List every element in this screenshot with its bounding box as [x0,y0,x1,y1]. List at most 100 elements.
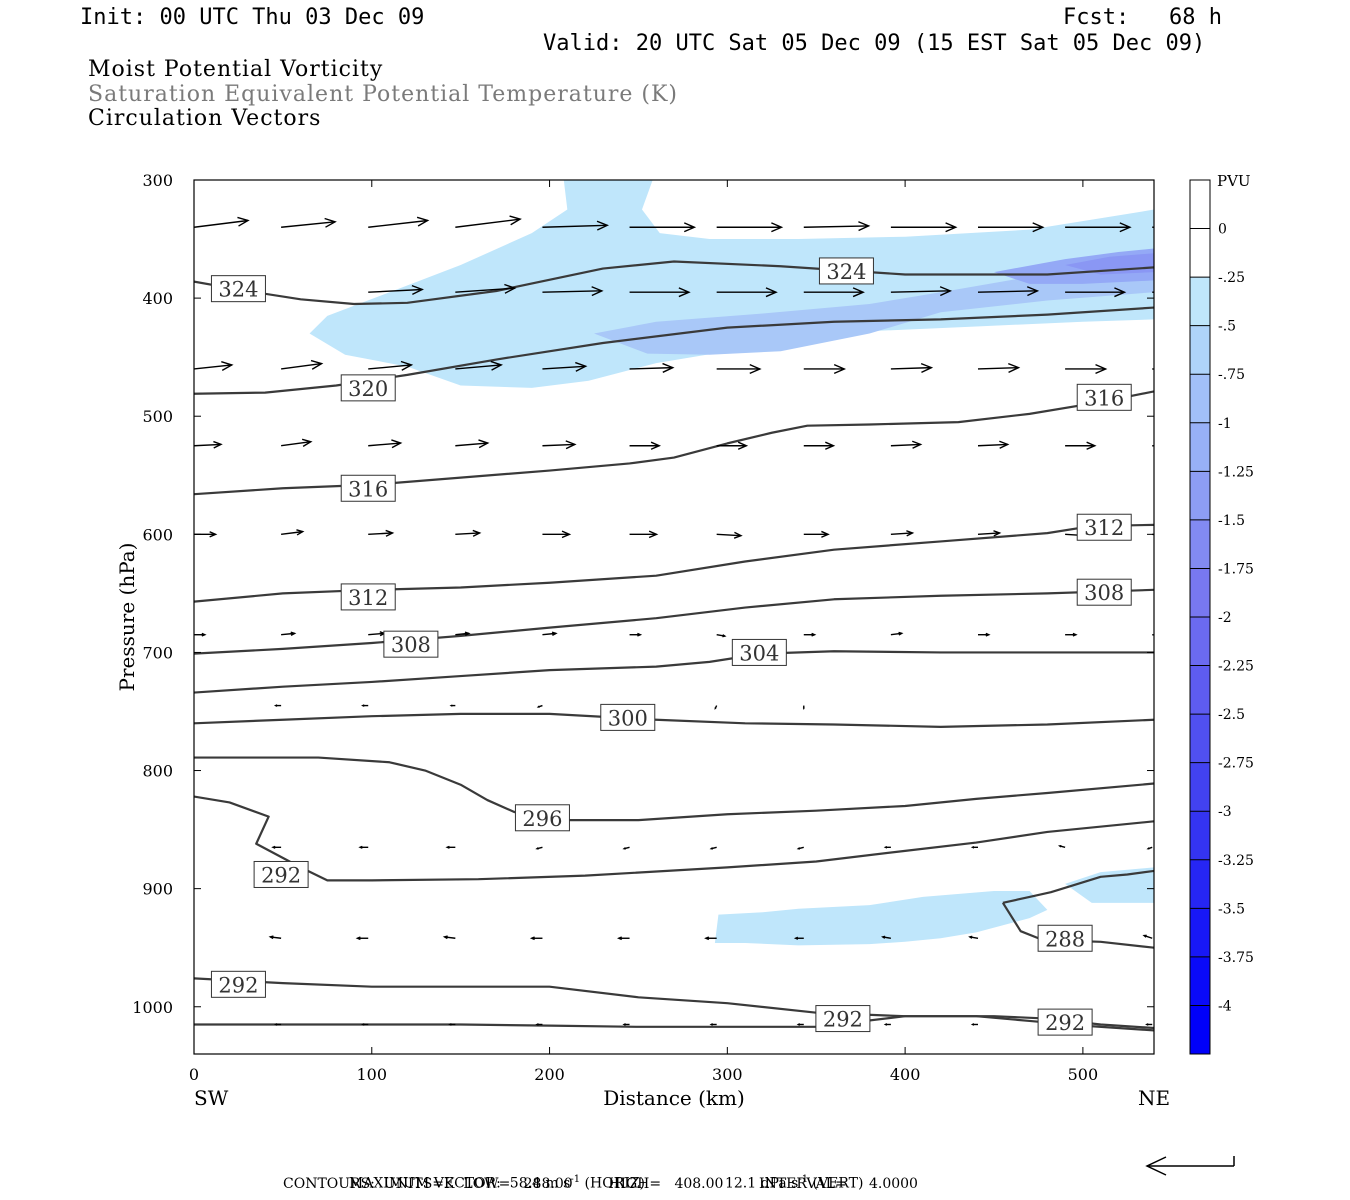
colorbar-swatch-13 [1190,811,1210,861]
vector-2-2 [368,360,414,371]
max-vector-label: MAXIMUM VECTOR: [348,1175,501,1192]
vector-head [361,704,365,707]
contour-label-box-10 [600,703,656,731]
vector-3-8 [890,440,923,449]
colorbar-swatch-14 [1190,859,1210,909]
vector-head [355,936,361,941]
vector-head [945,222,958,233]
vector-shaft [890,290,951,293]
vector-8-0 [183,937,194,940]
contour-label-3: 316 [348,477,388,501]
sw-end-label: SW [194,1086,229,1110]
vector-shaft [890,366,932,370]
contour-label-7: 308 [391,633,431,657]
vector-shaft [1152,445,1154,447]
pv-shade-0 [309,180,1154,388]
vector-4-2 [368,529,395,537]
vector-3-7 [803,441,836,450]
vector-0-9 [978,222,1045,233]
vector-1-5 [629,287,691,298]
colorbar-swatch-2 [1190,277,1210,327]
vector-7-3 [445,845,456,849]
vector-shaft [542,632,557,636]
vector-6-3 [449,704,456,707]
vector-8-1 [268,935,282,940]
vector-head [1032,222,1045,233]
colorbar-label-0: 0 [1218,222,1227,238]
vector-shaft [281,530,303,536]
vector-1-6 [716,287,778,298]
y-tick-label-1000: 1000 [132,998,173,1017]
contour-label-box-5 [340,583,396,611]
vector-head [290,631,297,636]
y-tick-label-800: 800 [142,762,173,781]
colorbar-label-2: -.5 [1218,319,1236,335]
vector-head [1160,634,1163,637]
theta-es-contours [194,260,1154,1032]
x-axis-label: Distance (km) [603,1086,745,1110]
contour-320-1 [194,306,1154,395]
x-tick-label-0: 0 [189,1065,199,1084]
vector-head [296,529,305,536]
colorbar-swatch-11 [1190,714,1210,764]
vector-head [561,530,572,539]
contour-312-3 [194,523,1154,603]
contour-label-11: 296 [522,807,562,831]
colorbar-label-8: -2 [1218,610,1232,626]
pv-shade-1 [594,262,1154,355]
vector-head [1142,934,1147,938]
valid-time: Valid: 20 UTC Sat 05 Dec 09 (15 EST Sat … [543,31,1206,56]
contour-label-box-13 [1037,924,1093,952]
contour-label-box-16 [1037,1008,1093,1036]
vector-shaft [542,443,575,447]
ne-end-label: NE [1138,1086,1170,1110]
vector-head [310,359,324,370]
vector-head [385,529,395,537]
vector-head [898,631,904,636]
vector-head [221,360,234,371]
vector-0-1 [281,217,337,228]
vector-head [536,705,540,708]
vector-head [637,632,643,637]
contour-label-1: 324 [826,260,866,284]
vector-head [411,284,424,295]
vector-head [1095,363,1108,374]
vector-5-1 [281,631,297,636]
vector-5-9 [978,632,991,637]
vector-head [825,441,836,450]
vector-9-4 [535,1023,543,1026]
x-tick-label-400: 400 [890,1065,921,1084]
vector-head [478,439,490,449]
contour-label-box-8 [1076,578,1132,606]
contour-label-box-11 [514,804,570,832]
colorbar-swatch-15 [1190,908,1210,958]
vector-7-10 [1058,844,1066,848]
vector-1-10 [1065,287,1127,298]
colorbar-label-10: -2.5 [1218,707,1245,723]
vector-head [811,632,817,637]
vector-head [883,846,888,849]
vert-tag: (VERT) [812,1175,864,1192]
vector-7-4 [535,846,543,850]
max-vector-vert: 12.1 dPa s [724,1175,799,1192]
vector-head [271,845,276,849]
vector-2-5 [629,362,675,373]
colorbar-label-7: -1.75 [1218,561,1254,577]
contour-info: CONTOURS: UNITS=K LOW= 288.00 HIGH= 408.… [283,1176,918,1192]
vector-head [448,1023,452,1026]
vector-8-7 [793,936,804,940]
vector-shaft [368,364,412,370]
colorbar-label-9: -2.25 [1218,659,1254,675]
vector-8-11 [1142,934,1153,939]
vector-4-7 [803,530,830,538]
vector-head [920,362,934,373]
vector-shaft [194,364,232,370]
x-tick-label-200: 200 [534,1065,565,1084]
vector-head [464,631,471,636]
x-tick-label-100: 100 [357,1065,388,1084]
vector-head [970,846,975,849]
y-tick-label-500: 500 [142,407,173,426]
vector-6-7 [802,705,805,711]
vector-shaft [803,225,869,228]
vector-6-2 [361,704,369,707]
